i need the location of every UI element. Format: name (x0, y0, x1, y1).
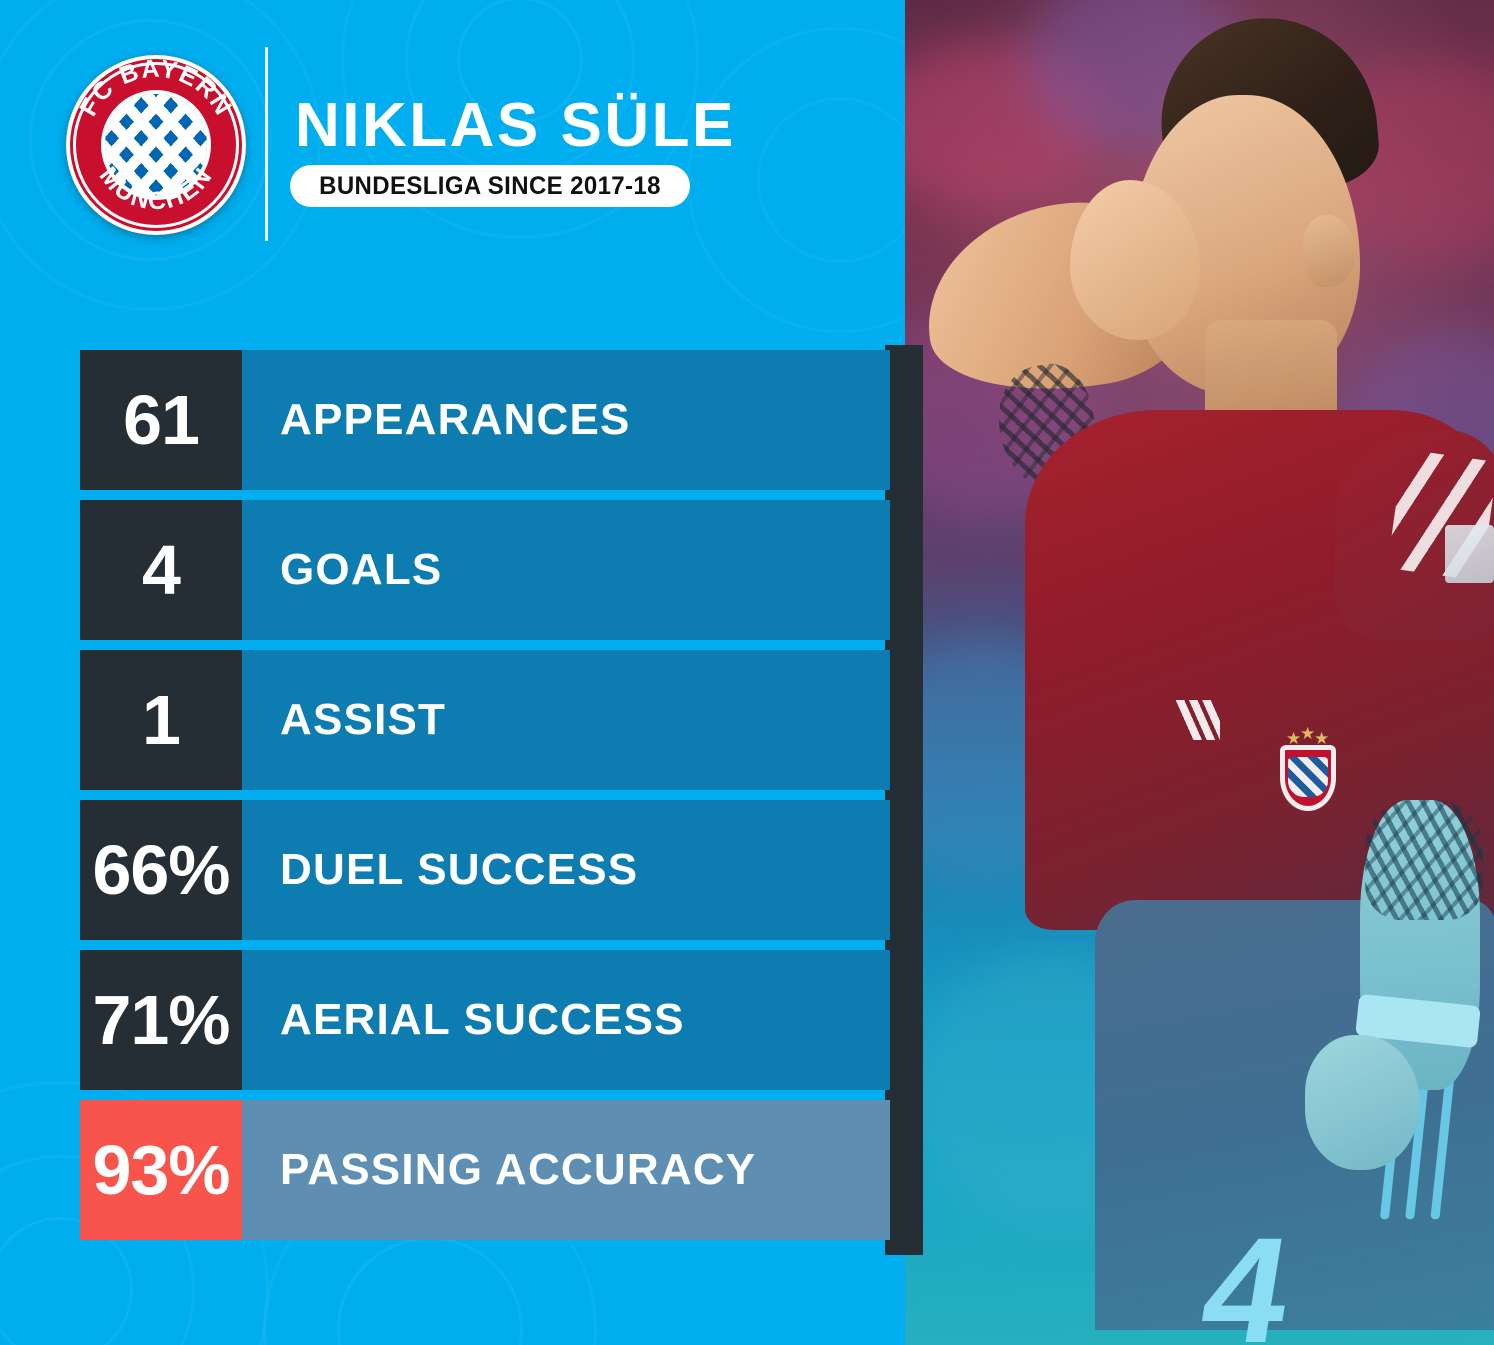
championship-star-icon: ★ (1300, 724, 1316, 743)
crest-lozenge-pattern (105, 94, 207, 196)
stat-bar: AERIAL SUCCESS (242, 950, 890, 1090)
championship-star-icon: ★ (1314, 729, 1330, 748)
header-divider (265, 47, 268, 241)
stats-list: 61 APPEARANCES 4 GOALS 1 ASSIST 66% DUEL SUCCES… (80, 350, 890, 1250)
competition-badge: BUNDESLIGA SINCE 2017-18 (290, 165, 690, 207)
stat-row: 1 ASSIST (80, 650, 890, 790)
stat-value: 1 (80, 650, 242, 790)
player-lower-hand (1305, 1035, 1420, 1170)
stat-label: PASSING ACCURACY (280, 1145, 757, 1194)
stat-bar: DUEL SUCCESS (242, 800, 890, 940)
stat-value: 71% (80, 950, 242, 1090)
stats-panel-edge (885, 345, 923, 1255)
header: FC BAYERN MÜNCHEN NIKLAS SÜLE BUNDESLIGA… (0, 0, 905, 300)
stat-value: 61 (80, 350, 242, 490)
page-title: NIKLAS SÜLE (295, 91, 736, 160)
stat-row: 66% DUEL SUCCESS (80, 800, 890, 940)
crest-outer-ring (73, 62, 239, 228)
stat-bar: APPEARANCES (242, 350, 890, 490)
player-photo: ★ ★ ★ 4 (905, 0, 1494, 1345)
stat-value: 66% (80, 800, 242, 940)
championship-star-icon: ★ (1286, 729, 1302, 748)
competition-badge-label: BUNDESLIGA SINCE 2017-18 (319, 171, 661, 200)
stat-bar: ASSIST (242, 650, 890, 790)
stat-row: 71% AERIAL SUCCESS (80, 950, 890, 1090)
stat-row: 61 APPEARANCES (80, 350, 890, 490)
shirt-club-crest-icon: ★ ★ ★ (1280, 725, 1336, 811)
adidas-logo-icon (1160, 700, 1220, 740)
sponsor-patch (1445, 525, 1494, 583)
stat-label: AERIAL SUCCESS (280, 995, 685, 1044)
stat-label: GOALS (280, 545, 443, 594)
stat-bar: GOALS (242, 500, 890, 640)
player-figure: ★ ★ ★ 4 (905, 0, 1494, 1345)
shirt-number: 4 (1191, 1206, 1302, 1345)
stat-label: DUEL SUCCESS (280, 845, 639, 894)
stat-row: 93% PASSING ACCURACY (80, 1100, 890, 1240)
stat-label: ASSIST (280, 695, 447, 744)
stat-row: 4 GOALS (80, 500, 890, 640)
player-ear (1303, 215, 1355, 287)
stat-label: APPEARANCES (280, 395, 631, 444)
player-hand-at-mouth (1070, 180, 1200, 340)
stat-bar: PASSING ACCURACY (242, 1100, 890, 1240)
shirt-crest-lozenges (1288, 757, 1328, 797)
fc-bayern-crest-icon: FC BAYERN MÜNCHEN (66, 55, 246, 235)
crest-inner-field (101, 90, 211, 200)
stat-value: 4 (80, 500, 242, 640)
player-forearm-tattoo (1365, 800, 1483, 920)
stat-value: 93% (80, 1100, 242, 1240)
